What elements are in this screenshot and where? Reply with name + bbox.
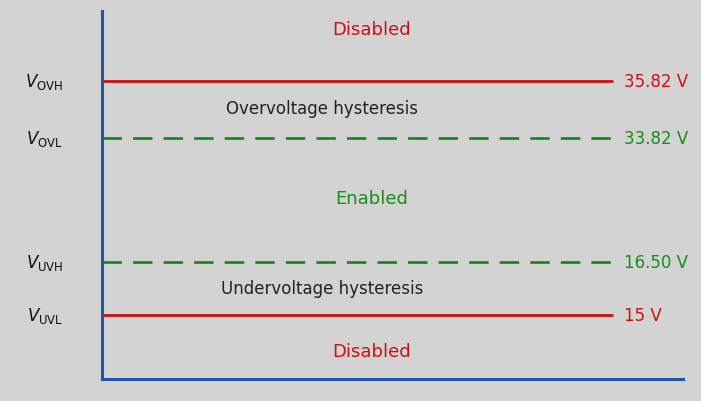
Text: $\mathit{V}_{\mathregular{UVL}}$: $\mathit{V}_{\mathregular{UVL}}$ xyxy=(27,305,63,325)
Text: Overvoltage hysteresis: Overvoltage hysteresis xyxy=(226,100,418,118)
Text: Undervoltage hysteresis: Undervoltage hysteresis xyxy=(222,280,423,298)
Text: 16.50 V: 16.50 V xyxy=(624,254,688,271)
Text: $\mathit{V}_{\mathregular{UVH}}$: $\mathit{V}_{\mathregular{UVH}}$ xyxy=(26,253,63,273)
Text: Enabled: Enabled xyxy=(335,190,408,207)
Text: $\mathit{V}_{\mathregular{OVL}}$: $\mathit{V}_{\mathregular{OVL}}$ xyxy=(26,128,63,148)
Text: $\mathit{V}_{\mathregular{OVH}}$: $\mathit{V}_{\mathregular{OVH}}$ xyxy=(25,72,63,92)
Text: 35.82 V: 35.82 V xyxy=(624,73,688,91)
Text: Disabled: Disabled xyxy=(332,342,411,360)
Text: Disabled: Disabled xyxy=(332,21,411,39)
Text: 33.82 V: 33.82 V xyxy=(624,130,688,147)
Text: 15 V: 15 V xyxy=(624,306,662,324)
